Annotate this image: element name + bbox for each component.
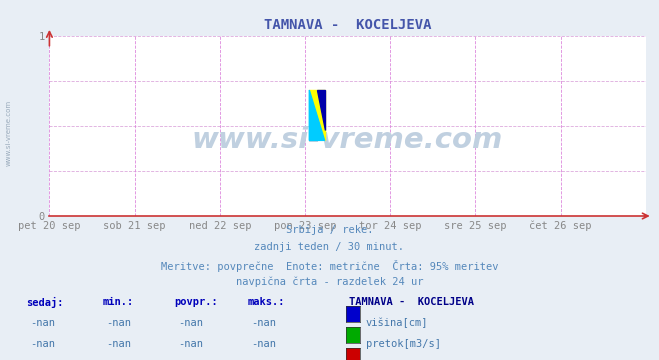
Text: Srbija / reke.: Srbija / reke. [286,225,373,235]
Text: -nan: -nan [106,318,131,328]
Text: -nan: -nan [30,339,55,349]
Text: zadnji teden / 30 minut.: zadnji teden / 30 minut. [254,242,405,252]
Text: -nan: -nan [179,318,204,328]
Text: navpična črta - razdelek 24 ur: navpična črta - razdelek 24 ur [236,277,423,287]
Text: sedaj:: sedaj: [26,297,64,308]
Text: -nan: -nan [179,339,204,349]
Text: -nan: -nan [251,318,276,328]
Text: -nan: -nan [251,339,276,349]
Text: min.:: min.: [102,297,133,307]
Text: povpr.:: povpr.: [175,297,218,307]
Title: TAMNAVA -  KOCELJEVA: TAMNAVA - KOCELJEVA [264,18,432,32]
Polygon shape [309,90,325,140]
Polygon shape [317,90,325,130]
Polygon shape [309,90,325,140]
Text: maks.:: maks.: [247,297,285,307]
Text: www.si-vreme.com: www.si-vreme.com [192,126,503,154]
Text: -nan: -nan [106,339,131,349]
Text: TAMNAVA -  KOCELJEVA: TAMNAVA - KOCELJEVA [349,297,474,307]
Text: višina[cm]: višina[cm] [366,318,428,328]
Text: www.si-vreme.com: www.si-vreme.com [5,100,12,166]
Text: Meritve: povprečne  Enote: metrične  Črta: 95% meritev: Meritve: povprečne Enote: metrične Črta:… [161,260,498,271]
Text: pretok[m3/s]: pretok[m3/s] [366,339,441,349]
Text: -nan: -nan [30,318,55,328]
